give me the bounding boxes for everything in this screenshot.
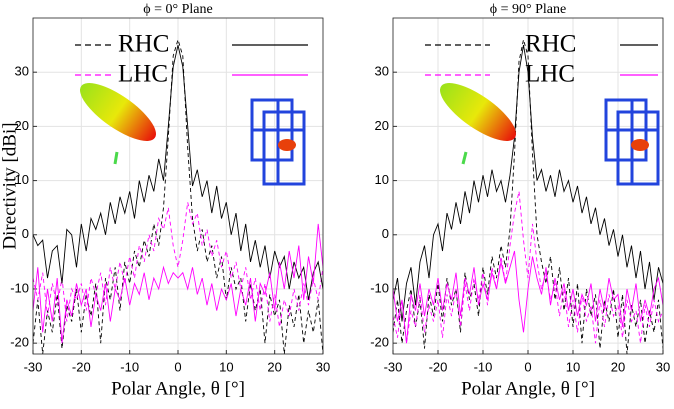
- x-tick-label: -30: [24, 359, 43, 374]
- series-line: [393, 250, 663, 344]
- y-tick-label: -10: [370, 280, 389, 295]
- y-tick-label: -20: [10, 335, 29, 350]
- x-tick-label: -10: [474, 359, 493, 374]
- plots: -30 -20 -10 0 10 20 30 -20 -10 0 10 20 30 ϕ = 0° Plan…: [0, 2, 670, 399]
- icon-frame-right: [604, 98, 660, 186]
- legend-label: LHC: [525, 61, 575, 88]
- x-tick-label: 30: [656, 359, 670, 374]
- icon-frame-left: [250, 98, 306, 186]
- x-tick-label: 20: [267, 359, 281, 374]
- plot-frame: [32, 17, 324, 355]
- icon-beam-right: [440, 83, 516, 165]
- x-tick-label: -20: [429, 359, 448, 374]
- y-tick-label: 0: [382, 226, 389, 241]
- y-tick-label: -10: [10, 280, 29, 295]
- y-tick-label: 10: [375, 172, 389, 187]
- x-axis-label: Polar Angle, θ [°]: [461, 378, 595, 399]
- x-tick-label: -20: [72, 359, 91, 374]
- series-line-dashed: [33, 202, 323, 327]
- y-axis-label: Directivity [dBi]: [0, 122, 20, 249]
- chart-title: ϕ = 0° Plane: [143, 2, 212, 17]
- legend-label: RHC: [118, 31, 169, 58]
- y-tick-label: 30: [15, 64, 29, 79]
- x-tick-label: 10: [219, 359, 233, 374]
- y-tick-label: 10: [15, 172, 29, 187]
- series-line: [393, 45, 663, 322]
- series-line: [33, 45, 323, 300]
- y-tick-label: 0: [22, 226, 29, 241]
- legend-label: LHC: [118, 61, 168, 88]
- series-line-dashed: [393, 39, 663, 354]
- x-tick-label: 30: [316, 359, 330, 374]
- y-tick-label: -20: [370, 335, 389, 350]
- x-tick-label: -10: [120, 359, 139, 374]
- y-tick-label: 30: [375, 64, 389, 79]
- y-tick-label: 20: [375, 118, 389, 133]
- x-tick-label: 20: [611, 359, 625, 374]
- x-tick-label: -30: [384, 359, 403, 374]
- x-tick-label: 10: [566, 359, 580, 374]
- series-line: [33, 223, 323, 344]
- series-line-dashed: [393, 191, 663, 344]
- x-axis-label: Polar Angle, θ [°]: [111, 378, 245, 399]
- chart-title: ϕ = 90° Plane: [490, 2, 566, 17]
- icon-beam-left: [80, 83, 156, 165]
- x-tick-label: 0: [174, 359, 181, 374]
- y-tick-label: 20: [15, 118, 29, 133]
- plot-frame: [392, 17, 664, 355]
- series-line-dashed: [33, 38, 323, 354]
- legend-label: RHC: [525, 31, 576, 58]
- x-tick-label: 0: [524, 359, 531, 374]
